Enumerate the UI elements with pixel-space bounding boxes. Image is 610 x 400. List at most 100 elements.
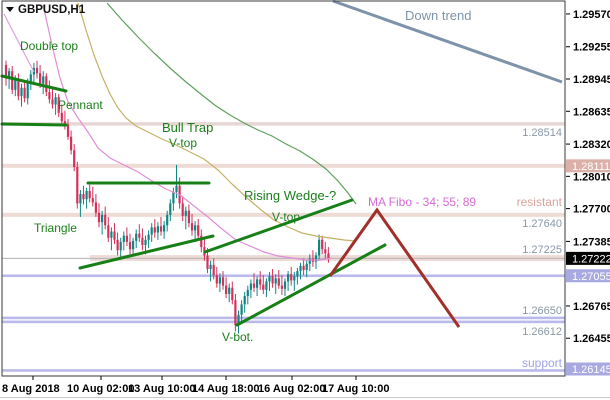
candle-body [91, 198, 94, 203]
candle-body [200, 235, 203, 248]
price-badge-label: 1.28111 [572, 161, 610, 173]
candle-body [135, 233, 138, 241]
price-axis-label: 1.28010 [573, 171, 610, 183]
level-line-1.26612 [2, 320, 565, 324]
left-edge-trend-line[interactable] [3, 13, 35, 73]
price-axis-label: 1.29255 [573, 42, 610, 54]
trend-line-triangle-support[interactable] [78, 234, 215, 270]
candle-body [293, 276, 296, 281]
candle-body [156, 226, 159, 233]
candle-body [206, 255, 209, 269]
price-axis [566, 13, 610, 376]
candle-body [138, 233, 141, 238]
candle-body [88, 190, 91, 199]
price-axis-label: 1.26455 [573, 333, 610, 345]
trend-line-rising-wedge-upper[interactable] [203, 198, 354, 254]
candle-body [259, 279, 262, 285]
candle-body [70, 136, 73, 151]
price-badge-1-26145 [566, 362, 610, 376]
price-axis-label: 1.28635 [573, 106, 610, 118]
candle-body [249, 283, 252, 290]
level-label-1-27225: 1.27225 [522, 244, 562, 256]
trend-line-pennant-upper[interactable] [0, 74, 68, 93]
zone-label-resistant: resistant [517, 195, 563, 209]
ma-line-ma-89 [106, 2, 357, 205]
price-badge-1-27222 [566, 251, 610, 265]
candle-body [283, 281, 287, 289]
candle-body [141, 237, 144, 246]
candle-body [181, 203, 184, 216]
candle-body [209, 264, 212, 269]
symbol-label[interactable]: GBPUSD,H1 [18, 4, 86, 16]
time-axis-label: 8 Aug 2018 [2, 383, 60, 395]
annotation-rising-wedge: Rising Wedge-? [244, 188, 336, 203]
candle-body [271, 276, 274, 284]
annotation-down-trend: Down trend [405, 8, 471, 23]
price-badge-label: 1.27222 [572, 253, 610, 265]
level-line-1.2665 [2, 316, 565, 320]
level-label-1-28514: 1.28514 [522, 127, 562, 139]
candle-body [85, 190, 88, 200]
candle-body [252, 283, 256, 288]
candle-body [277, 278, 280, 286]
ma-line-ma-55 [77, 2, 357, 242]
candle-body [4, 64, 8, 78]
annotation-v-top: V-top [272, 210, 300, 224]
candle-body [169, 203, 172, 215]
annotation-pennant: Pennant [58, 98, 103, 112]
candle-body [20, 87, 23, 97]
symbol-dropdown-icon[interactable] [6, 7, 14, 12]
price-badge-1-27055 [566, 269, 610, 283]
candle-body [26, 82, 29, 99]
candle-body [321, 239, 324, 250]
candle-body [324, 249, 327, 254]
price-axis-label: 1.28320 [573, 139, 610, 151]
candle-body [57, 97, 60, 113]
candle-body [94, 202, 97, 213]
candle-body [212, 264, 215, 276]
candle-body [265, 281, 268, 290]
candle-body [187, 210, 190, 224]
candle-body [110, 231, 113, 238]
candle-body [73, 150, 76, 167]
candle-body [215, 275, 218, 284]
symbol-label-group[interactable] [6, 7, 14, 12]
trend-line-rising-wedge-lower[interactable] [235, 243, 387, 327]
time-axis [32, 376, 357, 380]
down-trend-line[interactable] [332, 0, 563, 84]
candle-body [153, 227, 156, 233]
candle-body [314, 255, 318, 262]
candle-body [48, 92, 51, 100]
annotation-bull-trap: Bull Trap [162, 120, 213, 135]
candle-body [159, 226, 163, 232]
price-axis-label: 1.26765 [573, 301, 610, 313]
annotation-v-top: V-top [169, 136, 197, 150]
zone-label-support: support [522, 356, 563, 370]
trend-line-pennant-lower[interactable] [0, 122, 68, 127]
candle-body [104, 214, 107, 226]
candle-body [194, 225, 197, 231]
candle-body [107, 225, 110, 238]
candle-body [128, 241, 132, 250]
candle-body [234, 300, 237, 326]
candle-body [327, 253, 330, 259]
candle-body [299, 265, 302, 272]
candle-body [14, 79, 17, 90]
candle-body [296, 271, 299, 277]
time-axis-label: 17 Aug 10:00 [322, 383, 389, 395]
candle-body [113, 231, 116, 240]
time-axis-label: 10 Aug 02:00 [67, 383, 134, 395]
candle-body [76, 166, 79, 204]
candle-body [175, 185, 178, 192]
level-label-1-27640: 1.27640 [522, 218, 562, 230]
candle-body [39, 73, 42, 84]
ma-line-ma-34 [42, 4, 333, 261]
projection-zigzag-line[interactable] [328, 207, 461, 328]
candle-body [197, 225, 200, 236]
candle-body [163, 225, 166, 232]
candle-body [268, 276, 271, 282]
candle-body [225, 285, 228, 294]
price-badge-1-28111 [566, 159, 610, 173]
